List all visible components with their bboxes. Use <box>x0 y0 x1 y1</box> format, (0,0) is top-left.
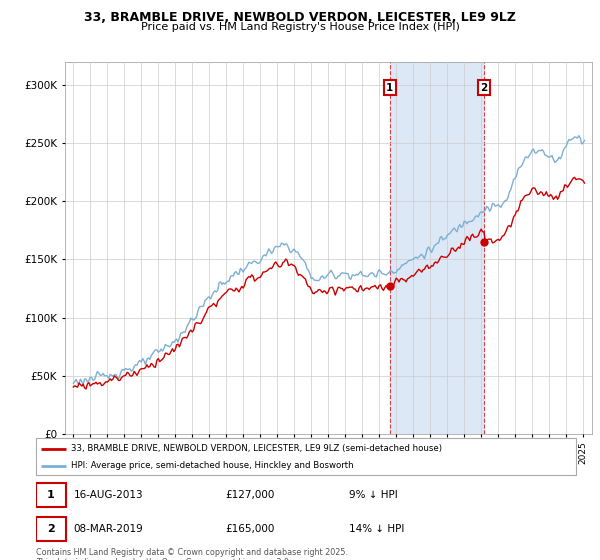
Text: 16-AUG-2013: 16-AUG-2013 <box>74 490 143 500</box>
Text: HPI: Average price, semi-detached house, Hinckley and Bosworth: HPI: Average price, semi-detached house,… <box>71 461 354 470</box>
Text: 08-MAR-2019: 08-MAR-2019 <box>74 524 143 534</box>
Text: 1: 1 <box>386 83 394 92</box>
FancyBboxPatch shape <box>36 483 66 507</box>
Text: 33, BRAMBLE DRIVE, NEWBOLD VERDON, LEICESTER, LE9 9LZ (semi-detached house): 33, BRAMBLE DRIVE, NEWBOLD VERDON, LEICE… <box>71 444 442 453</box>
FancyBboxPatch shape <box>36 517 66 541</box>
Text: 9% ↓ HPI: 9% ↓ HPI <box>349 490 398 500</box>
Bar <box>390 62 484 434</box>
Text: 1: 1 <box>47 490 55 500</box>
Text: £127,000: £127,000 <box>225 490 274 500</box>
Text: £165,000: £165,000 <box>225 524 274 534</box>
Text: 14% ↓ HPI: 14% ↓ HPI <box>349 524 404 534</box>
Text: 33, BRAMBLE DRIVE, NEWBOLD VERDON, LEICESTER, LE9 9LZ: 33, BRAMBLE DRIVE, NEWBOLD VERDON, LEICE… <box>84 11 516 24</box>
Text: 2: 2 <box>47 524 55 534</box>
Text: 2: 2 <box>481 83 488 92</box>
Text: Price paid vs. HM Land Registry's House Price Index (HPI): Price paid vs. HM Land Registry's House … <box>140 22 460 32</box>
Text: Contains HM Land Registry data © Crown copyright and database right 2025.
This d: Contains HM Land Registry data © Crown c… <box>36 548 348 560</box>
